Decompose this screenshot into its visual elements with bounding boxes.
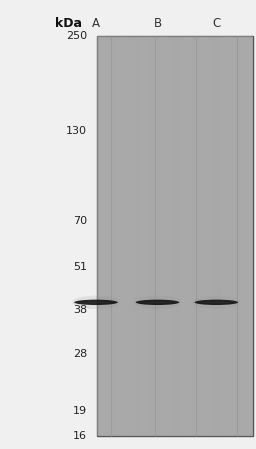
- Bar: [199, 36, 201, 436]
- Bar: [238, 36, 240, 436]
- Text: 130: 130: [66, 126, 87, 136]
- Bar: [157, 36, 160, 436]
- Bar: [191, 36, 194, 436]
- Bar: [123, 36, 126, 436]
- Bar: [152, 36, 155, 436]
- Bar: [217, 36, 220, 436]
- Text: 16: 16: [73, 431, 87, 440]
- Bar: [118, 36, 121, 436]
- Bar: [167, 36, 170, 436]
- Bar: [113, 36, 115, 436]
- Ellipse shape: [144, 301, 170, 303]
- Bar: [105, 36, 108, 436]
- Bar: [246, 36, 248, 436]
- Bar: [115, 36, 118, 436]
- Bar: [134, 36, 136, 436]
- Bar: [162, 36, 165, 436]
- Bar: [170, 36, 173, 436]
- Bar: [183, 36, 186, 436]
- Ellipse shape: [193, 295, 240, 309]
- Bar: [139, 36, 142, 436]
- Bar: [201, 36, 204, 436]
- Bar: [144, 36, 147, 436]
- Bar: [97, 36, 253, 436]
- Bar: [110, 36, 113, 436]
- Text: 70: 70: [73, 216, 87, 226]
- Text: 250: 250: [66, 31, 87, 41]
- Bar: [155, 36, 157, 436]
- Bar: [149, 36, 152, 436]
- Bar: [251, 36, 253, 436]
- Bar: [97, 36, 100, 436]
- Text: 51: 51: [73, 262, 87, 272]
- Text: kDa: kDa: [55, 17, 82, 30]
- Bar: [126, 36, 129, 436]
- Bar: [222, 36, 225, 436]
- Ellipse shape: [136, 299, 179, 305]
- Text: 28: 28: [73, 349, 87, 359]
- Text: B: B: [153, 17, 162, 30]
- Ellipse shape: [74, 299, 118, 305]
- Ellipse shape: [203, 301, 229, 303]
- Bar: [136, 36, 139, 436]
- Bar: [196, 36, 199, 436]
- Bar: [194, 36, 196, 436]
- Bar: [240, 36, 243, 436]
- Bar: [180, 36, 183, 436]
- Bar: [243, 36, 246, 436]
- Text: A: A: [92, 17, 100, 30]
- Bar: [235, 36, 238, 436]
- Ellipse shape: [72, 295, 120, 309]
- Bar: [102, 36, 105, 436]
- Bar: [178, 36, 180, 436]
- Bar: [129, 36, 131, 436]
- Bar: [188, 36, 191, 436]
- Bar: [100, 36, 102, 436]
- Text: C: C: [212, 17, 220, 30]
- Bar: [108, 36, 110, 436]
- Ellipse shape: [134, 295, 181, 309]
- Bar: [209, 36, 212, 436]
- Bar: [131, 36, 134, 436]
- Bar: [204, 36, 207, 436]
- Bar: [186, 36, 188, 436]
- Bar: [225, 36, 227, 436]
- Ellipse shape: [195, 299, 238, 305]
- Bar: [121, 36, 123, 436]
- Bar: [220, 36, 222, 436]
- Bar: [233, 36, 235, 436]
- Bar: [165, 36, 167, 436]
- Bar: [173, 36, 175, 436]
- Bar: [207, 36, 209, 436]
- Text: 19: 19: [73, 405, 87, 415]
- Ellipse shape: [83, 301, 109, 303]
- Text: 38: 38: [73, 305, 87, 315]
- Bar: [227, 36, 230, 436]
- Bar: [175, 36, 178, 436]
- Bar: [248, 36, 251, 436]
- Bar: [160, 36, 162, 436]
- Bar: [230, 36, 233, 436]
- Bar: [214, 36, 217, 436]
- Bar: [212, 36, 214, 436]
- Bar: [147, 36, 149, 436]
- Bar: [142, 36, 144, 436]
